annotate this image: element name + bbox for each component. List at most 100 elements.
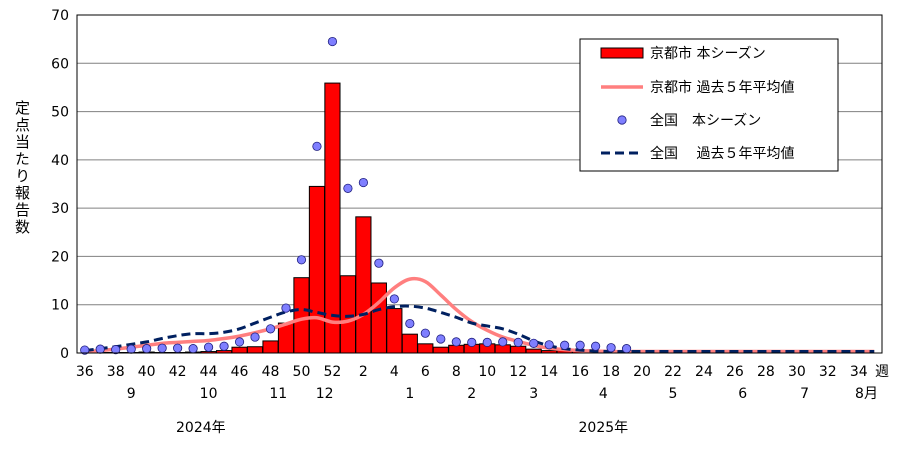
national-point xyxy=(359,178,367,186)
legend-swatch-national-point xyxy=(618,116,626,124)
national-point xyxy=(344,184,352,192)
month-label: 10 xyxy=(200,386,218,402)
kyoto-bar xyxy=(402,334,417,353)
national-point xyxy=(607,343,615,351)
national-point xyxy=(529,339,537,347)
national-point xyxy=(545,341,553,349)
x-tick-label: 20 xyxy=(633,364,651,380)
national-point xyxy=(452,338,460,346)
national-point xyxy=(235,338,243,346)
national-point xyxy=(514,338,522,346)
month-label: 7 xyxy=(800,386,809,402)
y-tick-label: 0 xyxy=(60,346,69,362)
kyoto-bar xyxy=(325,83,340,353)
x-tick-label: 4 xyxy=(390,364,399,380)
national-point xyxy=(622,344,630,352)
kyoto-bar xyxy=(263,341,278,353)
x-tick-label: 6 xyxy=(421,364,430,380)
national-point xyxy=(560,341,568,349)
national-point xyxy=(173,344,181,352)
national-point xyxy=(127,345,135,353)
month-label: 1 xyxy=(405,386,414,402)
x-tick-label: 8 xyxy=(452,364,461,380)
x-tick-label: 22 xyxy=(664,364,682,380)
x-tick-label: 26 xyxy=(726,364,744,380)
national-point xyxy=(158,344,166,352)
legend-label: 京都市 過去５年平均値 xyxy=(650,79,794,96)
x-tick-label: 46 xyxy=(231,364,249,380)
x-tick-label: 28 xyxy=(757,364,775,380)
national-point xyxy=(297,256,305,264)
month-label: 11 xyxy=(269,386,287,402)
month-label: 6 xyxy=(738,386,747,402)
x-tick-label: 24 xyxy=(695,364,713,380)
kyoto-bar xyxy=(433,347,448,353)
x-tick-label: 16 xyxy=(571,364,589,380)
x-tick-label: 10 xyxy=(478,364,496,380)
national-point xyxy=(220,342,228,350)
legend-label: 全国 本シーズン xyxy=(650,112,761,129)
y-tick-label: 70 xyxy=(51,8,69,24)
x-tick-label: 50 xyxy=(293,364,311,380)
x-tick-label: 32 xyxy=(819,364,837,380)
kyoto-bar xyxy=(247,347,262,353)
y-tick-label: 40 xyxy=(51,153,69,169)
y-tick-label: 10 xyxy=(51,298,69,314)
national-point xyxy=(499,338,507,346)
national-point xyxy=(591,342,599,350)
national-point xyxy=(576,341,584,349)
x-tick-label: 44 xyxy=(200,364,218,380)
national-point xyxy=(328,37,336,45)
national-point xyxy=(96,345,104,353)
y-axis-label: 定点当たり報告数 xyxy=(13,100,31,236)
kyoto-bar xyxy=(356,217,371,353)
y-tick-label: 20 xyxy=(51,249,69,265)
y-tick-label: 60 xyxy=(51,56,69,72)
y-tick-label: 30 xyxy=(51,201,69,217)
legend-swatch-kyoto-bar xyxy=(601,48,643,58)
kyoto-bar xyxy=(340,276,355,353)
national-point xyxy=(251,333,259,341)
month-label: 2 xyxy=(467,386,476,402)
x-tick-label: 30 xyxy=(788,364,806,380)
kyoto-bar xyxy=(387,309,402,353)
y-axis-title: 定点当たり報告数 xyxy=(13,100,31,236)
x-tick-label: 12 xyxy=(509,364,527,380)
national-point xyxy=(468,338,476,346)
month-label: 8月 xyxy=(855,386,878,402)
x-tick-label: 52 xyxy=(324,364,342,380)
national-point xyxy=(266,325,274,333)
x-tick-label: 14 xyxy=(540,364,558,380)
year-label: 2025年 xyxy=(579,420,629,436)
year-label: 2024年 xyxy=(176,420,226,436)
national-point xyxy=(375,259,383,267)
kyoto-bar xyxy=(294,278,309,353)
legend-label: 京都市 本シーズン xyxy=(650,45,766,62)
y-tick-label: 50 xyxy=(51,105,69,121)
national-point xyxy=(390,295,398,303)
kyoto-bar xyxy=(371,283,386,353)
national-point xyxy=(142,344,150,352)
national-point xyxy=(282,304,290,312)
national-point xyxy=(437,335,445,343)
month-label: 9 xyxy=(127,386,136,402)
national-point xyxy=(189,344,197,352)
x-tick-label: 40 xyxy=(138,364,156,380)
x-tick-label: 18 xyxy=(602,364,620,380)
month-label: 5 xyxy=(669,386,678,402)
national-point xyxy=(406,319,414,327)
month-label: 3 xyxy=(529,386,538,402)
x-tick-label: 38 xyxy=(107,364,125,380)
x-tick-label: 48 xyxy=(262,364,280,380)
x-unit-label: 週 xyxy=(875,364,889,380)
kyoto-bar xyxy=(309,186,324,353)
kyoto-bar xyxy=(511,346,526,353)
national-point xyxy=(421,329,429,337)
national-point xyxy=(483,338,491,346)
kyoto-bar xyxy=(232,347,247,353)
x-tick-label: 36 xyxy=(76,364,94,380)
kyoto-bar xyxy=(526,349,541,353)
